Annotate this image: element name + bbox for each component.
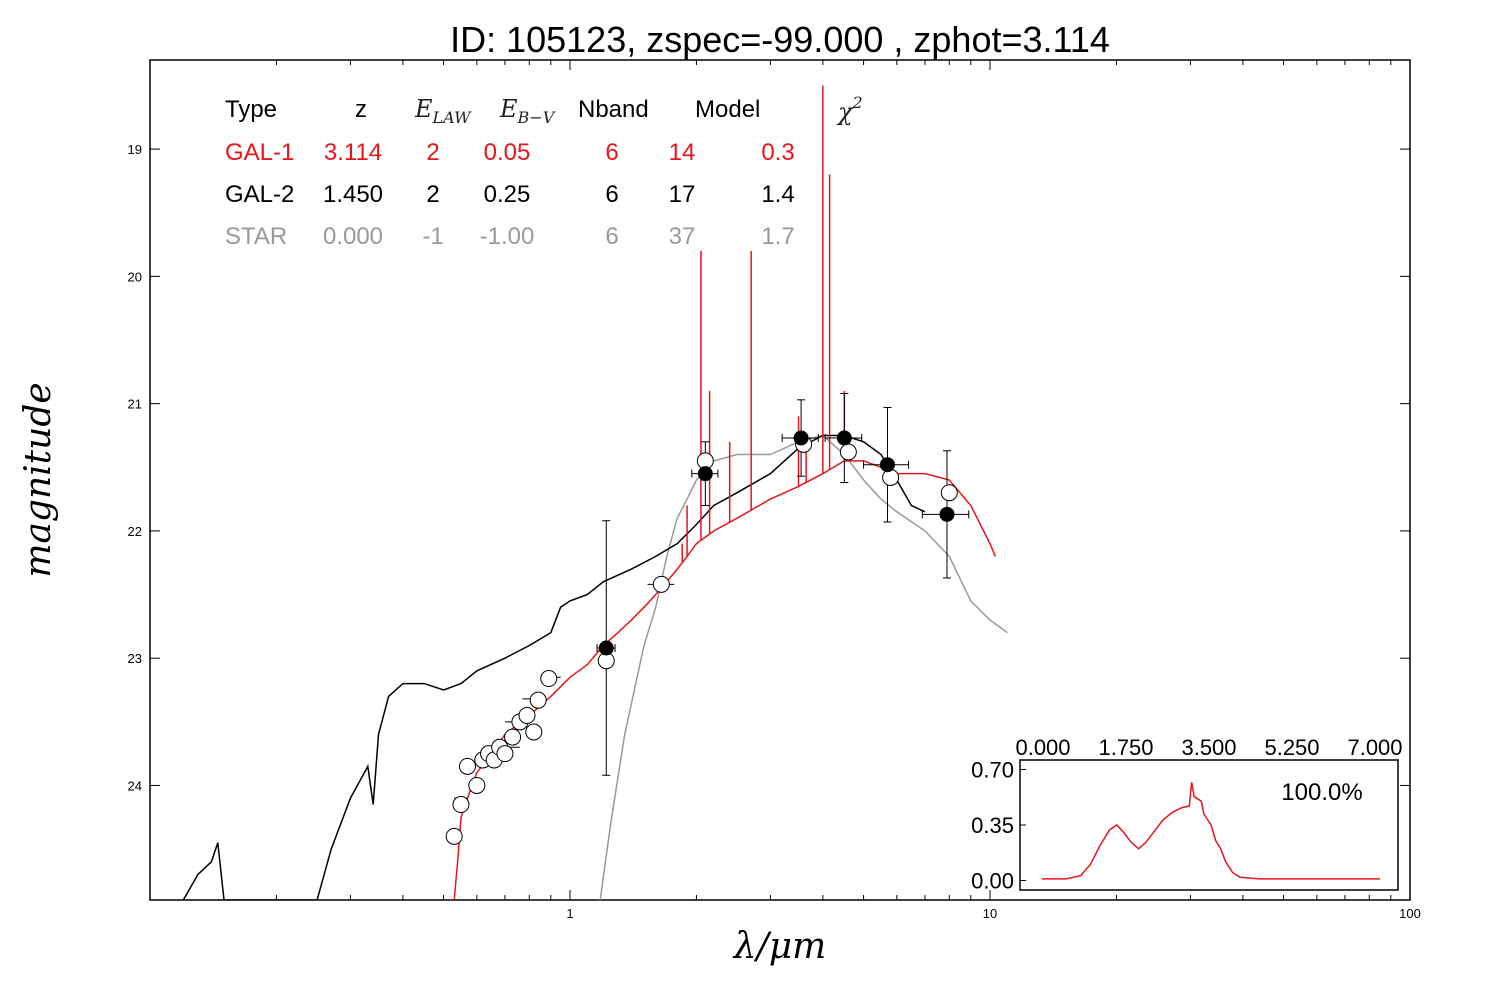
pdf-inset: 0.000 1.750 3.500 5.250 7.000 0.00 0.35 0.70 10… (971, 735, 1402, 893)
inset-axes: 0.000 1.750 3.500 5.250 7.000 0.00 0.35 0.70 (971, 735, 1402, 893)
legend-cell-z: 0.000 (323, 223, 383, 250)
inset-x-tick-label: 1.750 (1098, 735, 1153, 760)
header-model: Model (695, 96, 760, 123)
main-series (182, 85, 1008, 900)
legend-cell-chi2: 0.3 (761, 139, 794, 166)
inset-y-tick-label: 0.00 (971, 868, 1014, 893)
y-tick-label: 21 (128, 397, 142, 412)
inset-pdf-line (1042, 782, 1380, 880)
series-line-star (599, 434, 1008, 900)
legend-cell-model: 17 (669, 181, 696, 208)
model-point (529, 691, 547, 709)
header-z: z (355, 96, 367, 123)
main-plot-frame (149, 59, 1411, 901)
model-point (882, 468, 900, 486)
model-point (458, 757, 476, 775)
model-point (540, 670, 558, 688)
y-tick-label: 23 (128, 651, 142, 666)
inset-x-tick-label: 0.000 (1015, 735, 1070, 760)
series-line-gal-1 (453, 460, 997, 900)
legend-cell-type: GAL-1 (225, 139, 294, 166)
legend-cell-model: 14 (669, 139, 696, 166)
series-line-gal-2 (182, 434, 926, 900)
legend-cell-ebv: 0.25 (484, 181, 531, 208)
model-point (452, 796, 470, 814)
legend-cell-nband: 6 (605, 223, 618, 250)
legend-cell-chi2: 1.7 (761, 223, 794, 250)
y-tick-label: 24 (128, 778, 142, 793)
inset-x-tick-label: 5.250 (1264, 735, 1319, 760)
model-point (496, 745, 514, 763)
x-tick-label: 100 (1399, 906, 1421, 921)
observed-point (879, 457, 895, 473)
header-chi2: χ2 (836, 93, 863, 126)
legend-cell-type: GAL-2 (225, 181, 294, 208)
model-point (468, 776, 486, 794)
model-point (504, 728, 522, 746)
model-point (445, 827, 463, 845)
y-axis-label: magnitude (18, 382, 59, 577)
model-point (525, 723, 543, 741)
inset-x-tick-label: 3.500 (1181, 735, 1236, 760)
main-points (445, 392, 970, 845)
header-ebv: EB−V (499, 95, 556, 127)
inset-frame (1019, 759, 1399, 891)
x-axis-label: λ/μm (732, 926, 826, 967)
chart-title: ID: 105123, zspec=-99.000 , zphot=3.114 (450, 19, 1110, 60)
y-tick-label: 19 (128, 142, 142, 157)
legend-cell-type: STAR (225, 223, 287, 250)
legend-cell-nband: 6 (605, 181, 618, 208)
inset-percent-label: 100.0% (1281, 779, 1362, 806)
observed-point (697, 466, 713, 482)
legend-cell-ebv: 0.05 (484, 139, 531, 166)
header-type: Type (225, 96, 277, 123)
observed-point (793, 430, 809, 446)
legend-table: Type z ELAW EB−V Nband Model χ2 GAL-1 3.1… (225, 93, 863, 250)
observed-point (598, 640, 614, 656)
model-point (518, 706, 536, 724)
legend-cell-elaw: 2 (426, 139, 439, 166)
legend-cell-z: 3.114 (324, 139, 382, 166)
legend-cell-chi2: 1.4 (761, 181, 794, 208)
x-tick-label: 10 (983, 906, 997, 921)
header-nband: Nband (578, 96, 649, 123)
inset-y-tick-label: 0.35 (971, 813, 1014, 838)
legend-cell-elaw: -1 (422, 223, 443, 250)
header-elaw: ELAW (414, 95, 472, 127)
model-point (652, 575, 670, 593)
inset-y-tick-label: 0.70 (971, 758, 1014, 783)
observed-point (939, 506, 955, 522)
legend-cell-z: 1.450 (323, 181, 383, 208)
y-tick-label: 22 (128, 524, 142, 539)
legend-cell-nband: 6 (605, 139, 618, 166)
x-tick-label: 1 (566, 906, 573, 921)
legend-cell-model: 37 (669, 223, 696, 250)
inset-x-tick-label: 7.000 (1347, 735, 1402, 760)
model-point (940, 484, 958, 502)
model-point (839, 443, 857, 461)
y-tick-label: 20 (128, 269, 142, 284)
legend-rows: GAL-1 3.114 2 0.05 6 14 0.3 GAL-2 1.450 2 0.25 6 17 1… (225, 139, 795, 250)
observed-point (836, 430, 852, 446)
legend-cell-elaw: 2 (426, 181, 439, 208)
legend-cell-ebv: -1.00 (480, 223, 535, 250)
